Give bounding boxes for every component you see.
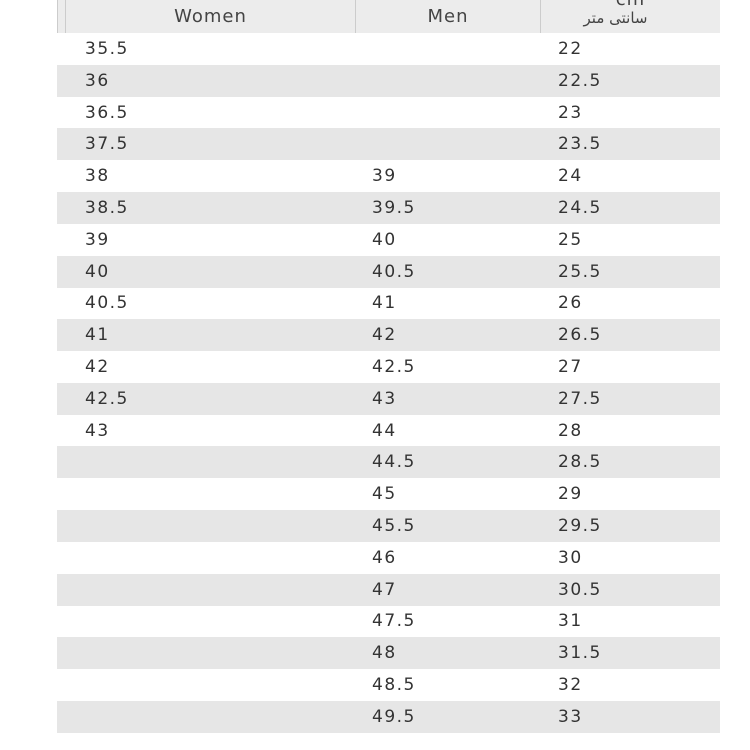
men-size: 48: [372, 643, 397, 664]
men-size: 46: [372, 547, 397, 568]
men-size: 49.5: [372, 706, 416, 727]
table-row: 49.5 33: [57, 700, 720, 733]
header-cm: cm سانتی متر: [540, 0, 720, 33]
men-size: 45.5: [372, 516, 416, 536]
men-size: 42: [372, 325, 397, 346]
table-row: 40.5 41 26: [57, 287, 720, 319]
women-size: 43: [85, 420, 110, 441]
table-row: 48 31.5: [57, 637, 720, 670]
men-size: 42.5: [372, 357, 416, 377]
cm-size: 28.5: [558, 452, 602, 473]
men-size: 44.5: [372, 452, 416, 473]
table-row: 46 30: [57, 542, 720, 574]
table-row: 36 22.5: [57, 64, 720, 97]
cm-size: 27.5: [558, 388, 602, 409]
women-size: 38: [85, 166, 110, 187]
header-women: Women: [65, 0, 355, 33]
cm-size: 28: [558, 420, 583, 441]
women-size: 35.5: [85, 39, 129, 59]
men-size: 47: [372, 579, 397, 600]
men-size: 43: [372, 388, 397, 409]
table-row: 39 40 25: [57, 224, 720, 256]
cm-size: 23.5: [558, 134, 602, 155]
cm-size: 30.5: [558, 579, 602, 600]
table-row: 48.5 32: [57, 669, 720, 701]
women-size: 36: [85, 70, 110, 91]
cm-size: 25: [558, 229, 583, 250]
cm-size: 27: [558, 357, 583, 377]
cm-size: 29: [558, 484, 583, 505]
table-row: 36.5 23: [57, 97, 720, 129]
men-size: 48.5: [372, 675, 416, 695]
cm-size: 22.5: [558, 70, 602, 91]
cm-size: 30: [558, 547, 583, 568]
cm-size: 26: [558, 293, 583, 314]
men-size: 40.5: [372, 261, 416, 282]
table-row: 37.5 23.5: [57, 128, 720, 161]
table-row: 47.5 31: [57, 605, 720, 637]
table-row: 41 42 26.5: [57, 319, 720, 352]
women-size: 40.5: [85, 293, 129, 314]
women-size: 39: [85, 229, 110, 250]
table-row: 43 44 28: [57, 415, 720, 447]
cm-size: 31: [558, 611, 583, 632]
table-row: 38.5 39.5 24.5: [57, 192, 720, 224]
table-row: 47 30.5: [57, 573, 720, 606]
cm-size: 29.5: [558, 516, 602, 536]
table-row: 45.5 29.5: [57, 510, 720, 542]
cm-size: 24.5: [558, 198, 602, 218]
cm-size: 25.5: [558, 261, 602, 282]
cm-size: 33: [558, 706, 583, 727]
women-size: 38.5: [85, 198, 129, 218]
men-size: 39: [372, 166, 397, 187]
women-size: 42.5: [85, 388, 129, 409]
men-size: 39.5: [372, 198, 416, 218]
table-row: 42 42.5 27: [57, 351, 720, 383]
women-size: 42: [85, 357, 110, 377]
cm-size: 23: [558, 102, 583, 123]
table-row: 42.5 43 27.5: [57, 382, 720, 415]
men-size: 41: [372, 293, 397, 314]
cm-size: 26.5: [558, 325, 602, 346]
header-cm-persian: سانتی متر: [583, 9, 648, 27]
cm-size: 24: [558, 166, 583, 187]
table-row: 38 39 24: [57, 160, 720, 192]
men-size: 45: [372, 484, 397, 505]
women-size: 36.5: [85, 102, 129, 123]
cm-size: 31.5: [558, 643, 602, 664]
men-size: 44: [372, 420, 397, 441]
women-size: 40: [85, 261, 110, 282]
table-row: 44.5 28.5: [57, 446, 720, 479]
women-size: 41: [85, 325, 110, 346]
header-men: Men: [355, 0, 540, 33]
table-row: 40 40.5 25.5: [57, 255, 720, 288]
men-size: 47.5: [372, 611, 416, 632]
cm-size: 22: [558, 39, 583, 59]
table-row: 45 29: [57, 478, 720, 510]
men-size: 40: [372, 229, 397, 250]
women-size: 37.5: [85, 134, 129, 155]
header-cm-unit: cm: [541, 0, 720, 9]
cm-size: 32: [558, 675, 583, 695]
table-row: 35.5 22: [57, 33, 720, 65]
